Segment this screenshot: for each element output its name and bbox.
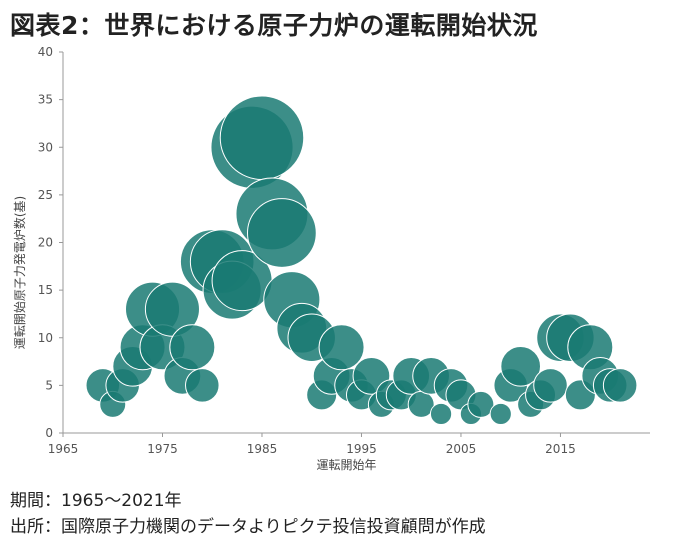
bubble-chart: 0 5 10 15 20 25 30 35 40 1965 1975 1985 1995 2005 2015…	[12, 45, 650, 472]
bubble-point	[602, 368, 638, 403]
y-tick-label: 20	[38, 236, 53, 250]
bubble-point	[489, 402, 512, 426]
x-axis-title: 運転開始年	[316, 458, 376, 472]
x-tick-label: 2005	[446, 442, 477, 456]
y-tick-label: 15	[38, 283, 53, 297]
x-tick-label: 2015	[545, 442, 576, 456]
y-tick-label: 25	[38, 188, 53, 202]
bubble-point	[169, 324, 216, 371]
bubble-layer	[85, 95, 638, 426]
y-tick-label: 30	[38, 140, 53, 154]
y-tick-label: 10	[38, 331, 53, 345]
bubble-point	[219, 95, 305, 180]
x-tick-label: 1985	[247, 442, 278, 456]
bubble-point	[185, 368, 220, 403]
bubble-point	[247, 198, 317, 268]
period-note: 期間：1965～2021年	[10, 491, 182, 511]
x-tick-label: 1995	[346, 442, 377, 456]
y-axis-title: 運転開始原子力発電炉数(基)	[12, 196, 27, 349]
source-note: 出所：国際原子力機関のデータよりピクテ投信投資顧問が作成	[10, 517, 486, 537]
bubble-point	[318, 324, 365, 371]
chart-title: 図表2：世界における原子力炉の運転開始状況	[10, 11, 538, 40]
y-tick-label: 0	[45, 426, 53, 440]
y-tick-label: 35	[38, 93, 53, 107]
bubble-point	[429, 402, 453, 426]
bubble-point	[533, 368, 568, 403]
bubble-point	[467, 390, 495, 418]
bubble-point	[500, 345, 542, 387]
tick-layer: 0 5 10 15 20 25 30 35 40 1965 1975 1985 1995 2005 2015	[38, 45, 576, 456]
x-tick-label: 1965	[48, 442, 79, 456]
y-tick-label: 40	[38, 45, 53, 59]
x-tick-label: 1975	[147, 442, 178, 456]
y-tick-label: 5	[45, 378, 53, 392]
